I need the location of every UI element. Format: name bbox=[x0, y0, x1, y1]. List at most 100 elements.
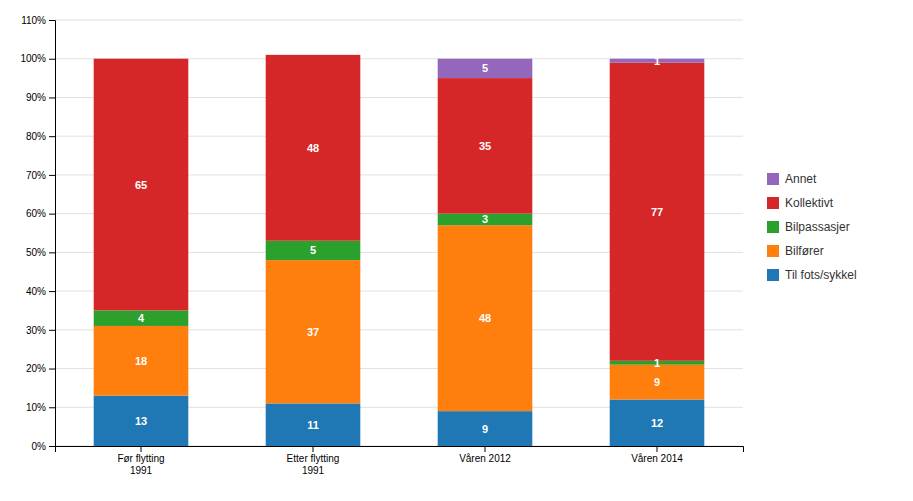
tick-label: 60% bbox=[26, 208, 46, 219]
y-axis: 0%10%20%30%40%50%60%70%80%90%100%110% bbox=[20, 15, 55, 452]
tick-label: 90% bbox=[26, 92, 46, 103]
tick-label-line: Våren 2012 bbox=[459, 453, 511, 464]
plot: 13119121837489453165483577510%10%20%30%4… bbox=[20, 15, 743, 476]
bar bbox=[438, 225, 533, 411]
tick: Før flytting1991 bbox=[117, 446, 164, 476]
data-label: 9 bbox=[482, 423, 488, 435]
data-label: 5 bbox=[482, 62, 488, 74]
chart: 13119121837489453165483577510%10%20%30%4… bbox=[0, 0, 913, 501]
tick-label: Etter flytting1991 bbox=[287, 453, 340, 476]
bar bbox=[610, 365, 705, 400]
tick-label-line: Våren 2014 bbox=[631, 453, 683, 464]
bar bbox=[94, 59, 189, 311]
tick-label: 100% bbox=[20, 53, 46, 64]
tick-mark bbox=[49, 175, 55, 176]
data-label: 35 bbox=[479, 140, 491, 152]
data-label: 4 bbox=[138, 312, 145, 324]
tick-label-line: Etter flytting bbox=[287, 453, 340, 464]
grid-line bbox=[55, 20, 743, 21]
axis-line bbox=[49, 21, 56, 447]
data-label: 18 bbox=[135, 355, 147, 367]
tick: 70% bbox=[26, 170, 55, 181]
tick-mark bbox=[49, 369, 55, 370]
tick: 10% bbox=[26, 402, 55, 413]
bar-series bbox=[94, 396, 705, 446]
legend-item: Kollektivt bbox=[767, 196, 834, 210]
legend: AnnetKollektivtBilpassasjerBilførerTil f… bbox=[767, 172, 857, 282]
tick-mark bbox=[49, 97, 55, 98]
data-label: 9 bbox=[654, 376, 660, 388]
tick: Våren 2012 bbox=[459, 446, 511, 464]
tick-label: 110% bbox=[21, 15, 46, 26]
bar bbox=[438, 59, 533, 78]
legend-swatch bbox=[767, 245, 779, 257]
tick: 60% bbox=[26, 208, 55, 219]
tick-label-line: 1991 bbox=[130, 465, 153, 476]
bar bbox=[94, 310, 189, 325]
tick-label: 70% bbox=[26, 170, 46, 181]
data-label: 5 bbox=[310, 244, 316, 256]
tick-label: 10% bbox=[26, 402, 46, 413]
tick-label: Våren 2014 bbox=[631, 453, 683, 464]
data-label: 48 bbox=[479, 312, 491, 324]
data-label: 77 bbox=[651, 206, 663, 218]
legend-label: Kollektivt bbox=[785, 196, 834, 210]
data-label: 1 bbox=[654, 357, 660, 369]
tick: Etter flytting1991 bbox=[287, 446, 340, 476]
legend-swatch bbox=[767, 173, 779, 185]
axis-line bbox=[56, 447, 744, 453]
tick-label: 30% bbox=[26, 325, 46, 336]
legend-swatch bbox=[767, 197, 779, 209]
data-label: 13 bbox=[135, 415, 147, 427]
data-label: 3 bbox=[482, 213, 488, 225]
tick: 100% bbox=[20, 53, 55, 64]
tick-mark bbox=[49, 252, 55, 253]
data-label: 65 bbox=[135, 179, 147, 191]
tick-label: 0% bbox=[32, 441, 47, 452]
tick-mark bbox=[49, 407, 55, 408]
legend-swatch bbox=[767, 269, 779, 281]
tick-mark bbox=[49, 214, 55, 215]
bar bbox=[94, 326, 189, 396]
data-label: 1 bbox=[654, 55, 660, 67]
legend-label: Bilfører bbox=[785, 244, 824, 258]
tick: 90% bbox=[26, 92, 55, 103]
legend-item: Bilpassasjer bbox=[767, 220, 850, 234]
legend-swatch bbox=[767, 221, 779, 233]
bar bbox=[438, 411, 533, 446]
tick-label: 80% bbox=[26, 131, 46, 142]
tick-label-line: Før flytting bbox=[117, 453, 164, 464]
tick-mark bbox=[49, 291, 55, 292]
bar bbox=[266, 241, 361, 260]
bars bbox=[94, 55, 705, 446]
bar bbox=[266, 54, 361, 55]
data-label: 48 bbox=[307, 142, 319, 154]
bar bbox=[438, 214, 533, 226]
tick-label-line: 1991 bbox=[302, 465, 325, 476]
bar bbox=[266, 260, 361, 403]
bar bbox=[266, 55, 361, 241]
bar-series bbox=[438, 59, 705, 78]
bar bbox=[438, 78, 533, 214]
data-label: 12 bbox=[651, 417, 663, 429]
data-label: 37 bbox=[307, 326, 319, 338]
tick-mark bbox=[49, 20, 55, 21]
data-label: 11 bbox=[307, 419, 319, 431]
tick-label: 40% bbox=[26, 286, 46, 297]
legend-item: Til fots/sykkel bbox=[767, 268, 857, 282]
tick: Våren 2014 bbox=[631, 446, 683, 464]
legend-label: Bilpassasjer bbox=[785, 220, 850, 234]
tick-mark bbox=[485, 446, 486, 452]
tick: 0% bbox=[32, 441, 55, 452]
bar bbox=[94, 396, 189, 446]
legend-label: Til fots/sykkel bbox=[785, 268, 857, 282]
data-labels: 13 11 9 12 18 37 48 9 4 5 3 1 65 48 35 77 5 1 bbox=[135, 55, 663, 435]
bar-series bbox=[94, 55, 705, 361]
tick-mark bbox=[49, 330, 55, 331]
bar bbox=[610, 63, 705, 361]
bar bbox=[610, 400, 705, 446]
tick-mark bbox=[49, 59, 55, 60]
tick-label: 50% bbox=[26, 247, 46, 258]
tick: 110% bbox=[21, 15, 55, 26]
tick-mark bbox=[141, 446, 142, 452]
